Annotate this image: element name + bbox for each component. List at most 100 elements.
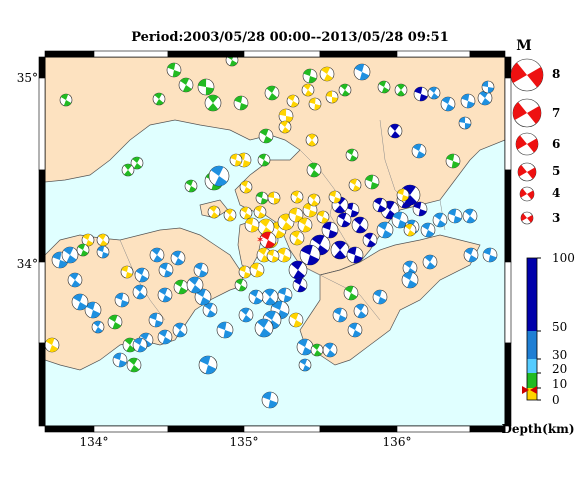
earthquake-marker (387, 123, 403, 139)
earthquake-marker (216, 321, 234, 339)
earthquake-marker (445, 153, 461, 169)
earthquake-marker (298, 358, 312, 372)
earthquake-marker (261, 288, 279, 306)
earthquake-marker (152, 92, 166, 106)
earthquake-marker (297, 217, 313, 233)
earthquake-marker (288, 207, 304, 223)
earthquake-marker (67, 272, 83, 288)
frame-segment (167, 50, 245, 58)
frame-segment (243, 50, 321, 58)
mainshock-marker (259, 231, 277, 249)
earthquake-marker (186, 276, 204, 294)
frame-segment (504, 77, 512, 171)
frame-segment (38, 342, 46, 427)
magnitude-legend-symbol-8 (510, 58, 544, 92)
earthquake-marker (403, 223, 417, 237)
earthquake-marker (266, 249, 280, 263)
earthquake-marker (302, 68, 318, 84)
frame-segment (319, 50, 398, 58)
earthquake-marker (194, 288, 212, 306)
frame-segment (469, 425, 506, 433)
earthquake-marker (301, 83, 315, 97)
earthquake-marker (458, 116, 472, 130)
earthquake-marker (267, 191, 281, 205)
earthquake-marker (463, 247, 479, 263)
earthquake-marker (59, 93, 73, 107)
earthquake-marker (477, 90, 493, 106)
earthquake-marker (193, 262, 209, 278)
frame-segment (44, 50, 95, 58)
earthquake-marker (351, 216, 369, 234)
depth-band (527, 388, 537, 400)
earthquake-marker (412, 201, 428, 217)
earthquake-marker (253, 205, 267, 219)
earthquake-marker (121, 163, 135, 177)
magnitude-legend-label-3: 3 (552, 211, 560, 225)
earthquake-marker (343, 285, 359, 301)
earthquake-marker (447, 208, 463, 224)
earthquake-marker (276, 247, 292, 263)
earthquake-marker (362, 232, 378, 248)
depth-legend: 100 50 30 20 10 0 Depth(km) (501, 251, 574, 436)
earthquake-marker (427, 86, 441, 100)
depth-tick-50: 50 (552, 320, 567, 334)
earthquake-marker (377, 80, 391, 94)
magnitude-legend-symbol-4 (519, 186, 535, 202)
depth-band (527, 373, 537, 388)
earthquake-marker (364, 174, 380, 190)
lat-label-34: 34° (17, 257, 38, 271)
earthquake-marker (460, 93, 476, 109)
magnitude-legend-header: M (516, 38, 532, 54)
chart-title: Period:2003/05/28 00:00--2013/05/28 09:5… (131, 30, 449, 45)
earthquake-marker (353, 63, 371, 81)
map-area: ✶ (44, 53, 506, 426)
earthquake-marker (254, 318, 274, 338)
depth-tick-30: 30 (552, 348, 567, 362)
earthquake-marker (332, 307, 348, 323)
earthquake-marker (44, 337, 60, 353)
earthquake-marker (278, 108, 294, 124)
lat-label-35: 35° (17, 71, 38, 85)
earthquake-marker (264, 85, 280, 101)
earthquake-marker (166, 62, 182, 78)
earthquake-marker (257, 153, 271, 167)
frame-segment (93, 425, 169, 433)
frame-segment (38, 169, 46, 263)
earthquake-marker (96, 233, 110, 247)
earthquake-marker (372, 197, 388, 213)
depth-tick-10: 10 (552, 377, 567, 391)
frame-segment (396, 50, 471, 58)
earthquake-marker (238, 265, 252, 279)
earthquake-marker (244, 217, 260, 233)
landmass (44, 56, 506, 371)
earthquake-marker (306, 162, 322, 178)
magnitude-legend-symbol-6 (515, 132, 539, 156)
earthquake-marker (286, 94, 300, 108)
earthquake-marker (96, 245, 110, 259)
frame-segment (93, 50, 169, 58)
frame-segment (38, 261, 46, 344)
depth-indicator-icon (522, 386, 537, 394)
earthquake-marker (178, 77, 194, 93)
earthquake-marker (413, 86, 429, 102)
earthquake-marker (348, 178, 362, 192)
frame-segment (504, 342, 512, 427)
frame-segment (504, 169, 512, 263)
earthquake-marker (114, 292, 130, 308)
earthquake-marker (248, 289, 264, 305)
earthquake-marker (172, 322, 188, 338)
earthquake-marker (238, 307, 254, 323)
earthquake-marker (255, 191, 269, 205)
earthquake-marker (84, 301, 102, 319)
earthquake-marker (158, 262, 174, 278)
earthquake-marker (277, 287, 293, 303)
depth-tick-20: 20 (552, 362, 567, 376)
earthquake-marker (170, 250, 186, 266)
earthquake-marker (126, 357, 142, 373)
depth-tick-100: 100 (552, 251, 575, 265)
earthquake-marker (376, 221, 394, 239)
magnitude-legend-symbol-3 (520, 211, 534, 225)
earthquake-marker (325, 90, 339, 104)
earthquake-marker (482, 247, 498, 263)
depth-band (527, 258, 537, 331)
